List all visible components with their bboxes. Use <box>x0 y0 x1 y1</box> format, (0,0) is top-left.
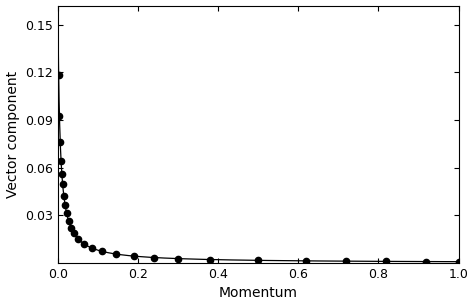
Y-axis label: Vector component: Vector component <box>6 71 19 198</box>
X-axis label: Momentum: Momentum <box>219 286 298 300</box>
